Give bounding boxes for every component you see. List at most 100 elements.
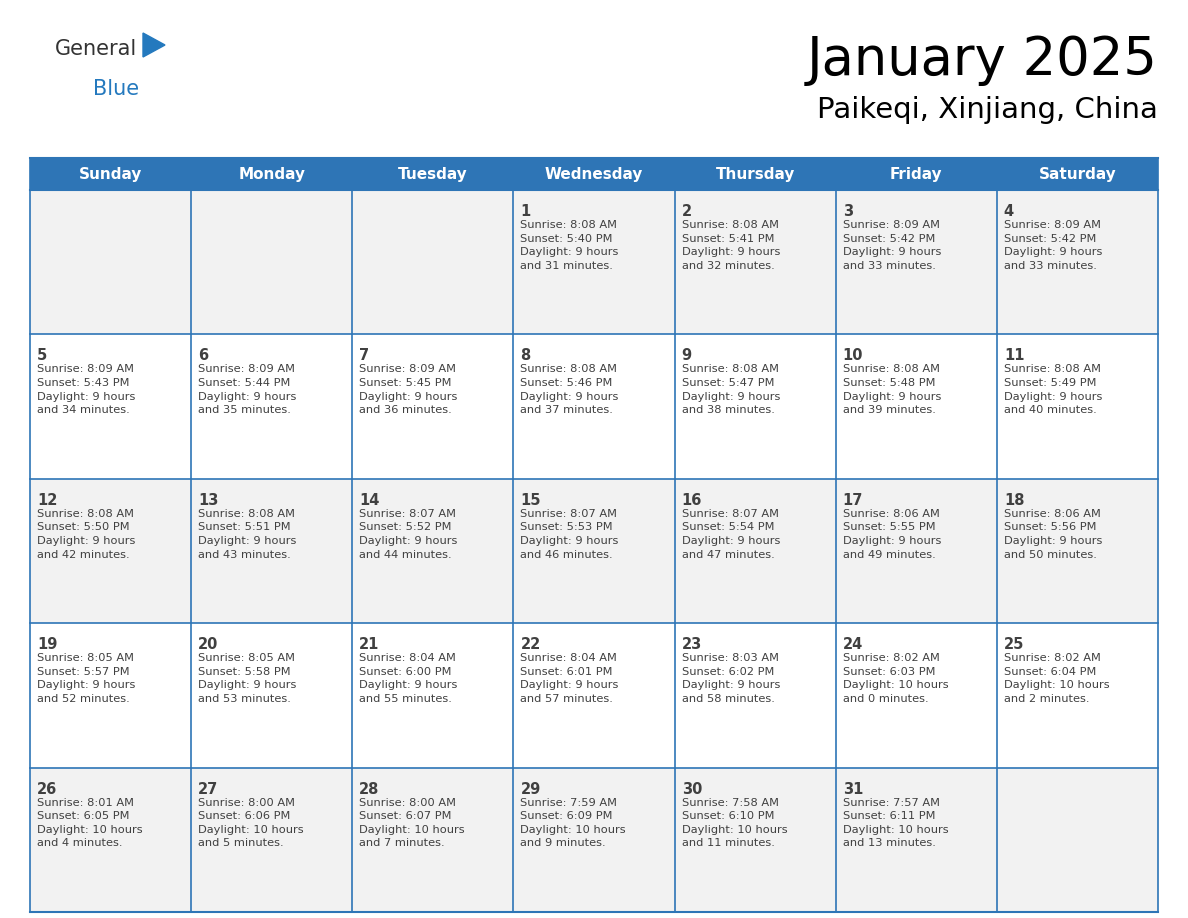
Bar — [835, 767, 997, 912]
Bar — [353, 158, 513, 190]
Text: Sunrise: 8:07 AM
Sunset: 5:53 PM
Daylight: 9 hours
and 46 minutes.: Sunrise: 8:07 AM Sunset: 5:53 PM Dayligh… — [520, 509, 619, 560]
Bar — [997, 479, 1158, 623]
Bar — [30, 334, 191, 479]
Bar — [191, 623, 353, 767]
Text: Blue: Blue — [93, 79, 139, 99]
Text: Sunrise: 8:08 AM
Sunset: 5:51 PM
Daylight: 9 hours
and 43 minutes.: Sunrise: 8:08 AM Sunset: 5:51 PM Dayligh… — [198, 509, 297, 560]
Text: Paikeqi, Xinjiang, China: Paikeqi, Xinjiang, China — [817, 96, 1158, 124]
Bar — [835, 623, 997, 767]
Bar — [835, 158, 997, 190]
Bar — [835, 190, 997, 334]
Bar — [513, 767, 675, 912]
Bar — [835, 479, 997, 623]
Text: Sunrise: 8:08 AM
Sunset: 5:40 PM
Daylight: 9 hours
and 31 minutes.: Sunrise: 8:08 AM Sunset: 5:40 PM Dayligh… — [520, 220, 619, 271]
Text: Sunrise: 8:07 AM
Sunset: 5:52 PM
Daylight: 9 hours
and 44 minutes.: Sunrise: 8:07 AM Sunset: 5:52 PM Dayligh… — [359, 509, 457, 560]
Text: Sunrise: 8:05 AM
Sunset: 5:57 PM
Daylight: 9 hours
and 52 minutes.: Sunrise: 8:05 AM Sunset: 5:57 PM Dayligh… — [37, 654, 135, 704]
Text: Sunrise: 8:06 AM
Sunset: 5:56 PM
Daylight: 9 hours
and 50 minutes.: Sunrise: 8:06 AM Sunset: 5:56 PM Dayligh… — [1004, 509, 1102, 560]
Bar — [30, 623, 191, 767]
Text: Sunrise: 8:08 AM
Sunset: 5:47 PM
Daylight: 9 hours
and 38 minutes.: Sunrise: 8:08 AM Sunset: 5:47 PM Dayligh… — [682, 364, 781, 415]
Text: 25: 25 — [1004, 637, 1024, 652]
Bar — [191, 158, 353, 190]
Text: 16: 16 — [682, 493, 702, 508]
Text: Sunrise: 8:08 AM
Sunset: 5:50 PM
Daylight: 9 hours
and 42 minutes.: Sunrise: 8:08 AM Sunset: 5:50 PM Dayligh… — [37, 509, 135, 560]
Bar — [30, 190, 191, 334]
Bar — [30, 767, 191, 912]
Text: 22: 22 — [520, 637, 541, 652]
Text: 17: 17 — [842, 493, 864, 508]
Text: 26: 26 — [37, 781, 57, 797]
Text: 19: 19 — [37, 637, 57, 652]
Bar — [30, 158, 191, 190]
Bar — [513, 479, 675, 623]
Text: Sunrise: 8:07 AM
Sunset: 5:54 PM
Daylight: 9 hours
and 47 minutes.: Sunrise: 8:07 AM Sunset: 5:54 PM Dayligh… — [682, 509, 781, 560]
Text: 10: 10 — [842, 349, 864, 364]
Bar — [997, 623, 1158, 767]
Text: Sunrise: 8:09 AM
Sunset: 5:44 PM
Daylight: 9 hours
and 35 minutes.: Sunrise: 8:09 AM Sunset: 5:44 PM Dayligh… — [198, 364, 297, 415]
Bar — [513, 190, 675, 334]
Text: Sunrise: 7:58 AM
Sunset: 6:10 PM
Daylight: 10 hours
and 11 minutes.: Sunrise: 7:58 AM Sunset: 6:10 PM Dayligh… — [682, 798, 788, 848]
Bar — [513, 623, 675, 767]
Text: 30: 30 — [682, 781, 702, 797]
Text: Sunrise: 8:04 AM
Sunset: 6:01 PM
Daylight: 9 hours
and 57 minutes.: Sunrise: 8:04 AM Sunset: 6:01 PM Dayligh… — [520, 654, 619, 704]
Bar — [675, 190, 835, 334]
Text: 31: 31 — [842, 781, 864, 797]
Text: 1: 1 — [520, 204, 531, 219]
Bar — [353, 190, 513, 334]
Polygon shape — [143, 33, 165, 57]
Bar — [191, 190, 353, 334]
Text: Wednesday: Wednesday — [545, 166, 643, 182]
Text: Friday: Friday — [890, 166, 942, 182]
Text: 13: 13 — [198, 493, 219, 508]
Text: 5: 5 — [37, 349, 48, 364]
Text: Monday: Monday — [239, 166, 305, 182]
Text: Sunrise: 8:01 AM
Sunset: 6:05 PM
Daylight: 10 hours
and 4 minutes.: Sunrise: 8:01 AM Sunset: 6:05 PM Dayligh… — [37, 798, 143, 848]
Text: 29: 29 — [520, 781, 541, 797]
Bar — [675, 479, 835, 623]
Bar — [675, 623, 835, 767]
Text: 27: 27 — [198, 781, 219, 797]
Text: January 2025: January 2025 — [807, 34, 1158, 86]
Text: Sunrise: 8:09 AM
Sunset: 5:42 PM
Daylight: 9 hours
and 33 minutes.: Sunrise: 8:09 AM Sunset: 5:42 PM Dayligh… — [1004, 220, 1102, 271]
Bar — [675, 158, 835, 190]
Text: Sunrise: 8:06 AM
Sunset: 5:55 PM
Daylight: 9 hours
and 49 minutes.: Sunrise: 8:06 AM Sunset: 5:55 PM Dayligh… — [842, 509, 941, 560]
Text: 4: 4 — [1004, 204, 1015, 219]
Bar — [997, 767, 1158, 912]
Bar — [191, 767, 353, 912]
Text: 2: 2 — [682, 204, 691, 219]
Text: Sunrise: 7:57 AM
Sunset: 6:11 PM
Daylight: 10 hours
and 13 minutes.: Sunrise: 7:57 AM Sunset: 6:11 PM Dayligh… — [842, 798, 948, 848]
Text: 20: 20 — [198, 637, 219, 652]
Text: Sunrise: 8:08 AM
Sunset: 5:49 PM
Daylight: 9 hours
and 40 minutes.: Sunrise: 8:08 AM Sunset: 5:49 PM Dayligh… — [1004, 364, 1102, 415]
Text: 3: 3 — [842, 204, 853, 219]
Text: Sunrise: 8:03 AM
Sunset: 6:02 PM
Daylight: 9 hours
and 58 minutes.: Sunrise: 8:03 AM Sunset: 6:02 PM Dayligh… — [682, 654, 781, 704]
Bar — [513, 334, 675, 479]
Text: Sunrise: 8:00 AM
Sunset: 6:06 PM
Daylight: 10 hours
and 5 minutes.: Sunrise: 8:00 AM Sunset: 6:06 PM Dayligh… — [198, 798, 304, 848]
Text: 11: 11 — [1004, 349, 1024, 364]
Bar — [835, 334, 997, 479]
Text: Sunrise: 8:08 AM
Sunset: 5:48 PM
Daylight: 9 hours
and 39 minutes.: Sunrise: 8:08 AM Sunset: 5:48 PM Dayligh… — [842, 364, 941, 415]
Text: 23: 23 — [682, 637, 702, 652]
Text: Saturday: Saturday — [1038, 166, 1117, 182]
Text: Sunrise: 8:02 AM
Sunset: 6:03 PM
Daylight: 10 hours
and 0 minutes.: Sunrise: 8:02 AM Sunset: 6:03 PM Dayligh… — [842, 654, 948, 704]
Bar — [997, 190, 1158, 334]
Text: 7: 7 — [359, 349, 369, 364]
Bar — [353, 767, 513, 912]
Text: 15: 15 — [520, 493, 541, 508]
Text: Sunrise: 8:00 AM
Sunset: 6:07 PM
Daylight: 10 hours
and 7 minutes.: Sunrise: 8:00 AM Sunset: 6:07 PM Dayligh… — [359, 798, 465, 848]
Text: Sunrise: 8:05 AM
Sunset: 5:58 PM
Daylight: 9 hours
and 53 minutes.: Sunrise: 8:05 AM Sunset: 5:58 PM Dayligh… — [198, 654, 297, 704]
Text: Sunrise: 8:08 AM
Sunset: 5:41 PM
Daylight: 9 hours
and 32 minutes.: Sunrise: 8:08 AM Sunset: 5:41 PM Dayligh… — [682, 220, 781, 271]
Text: Sunrise: 7:59 AM
Sunset: 6:09 PM
Daylight: 10 hours
and 9 minutes.: Sunrise: 7:59 AM Sunset: 6:09 PM Dayligh… — [520, 798, 626, 848]
Bar — [353, 479, 513, 623]
Bar — [353, 623, 513, 767]
Text: 6: 6 — [198, 349, 208, 364]
Text: Thursday: Thursday — [715, 166, 795, 182]
Text: Sunrise: 8:09 AM
Sunset: 5:42 PM
Daylight: 9 hours
and 33 minutes.: Sunrise: 8:09 AM Sunset: 5:42 PM Dayligh… — [842, 220, 941, 271]
Bar — [191, 479, 353, 623]
Text: 18: 18 — [1004, 493, 1024, 508]
Text: 24: 24 — [842, 637, 862, 652]
Text: Tuesday: Tuesday — [398, 166, 468, 182]
Text: Sunrise: 8:09 AM
Sunset: 5:43 PM
Daylight: 9 hours
and 34 minutes.: Sunrise: 8:09 AM Sunset: 5:43 PM Dayligh… — [37, 364, 135, 415]
Bar — [30, 479, 191, 623]
Bar — [353, 334, 513, 479]
Bar — [997, 334, 1158, 479]
Text: 9: 9 — [682, 349, 691, 364]
